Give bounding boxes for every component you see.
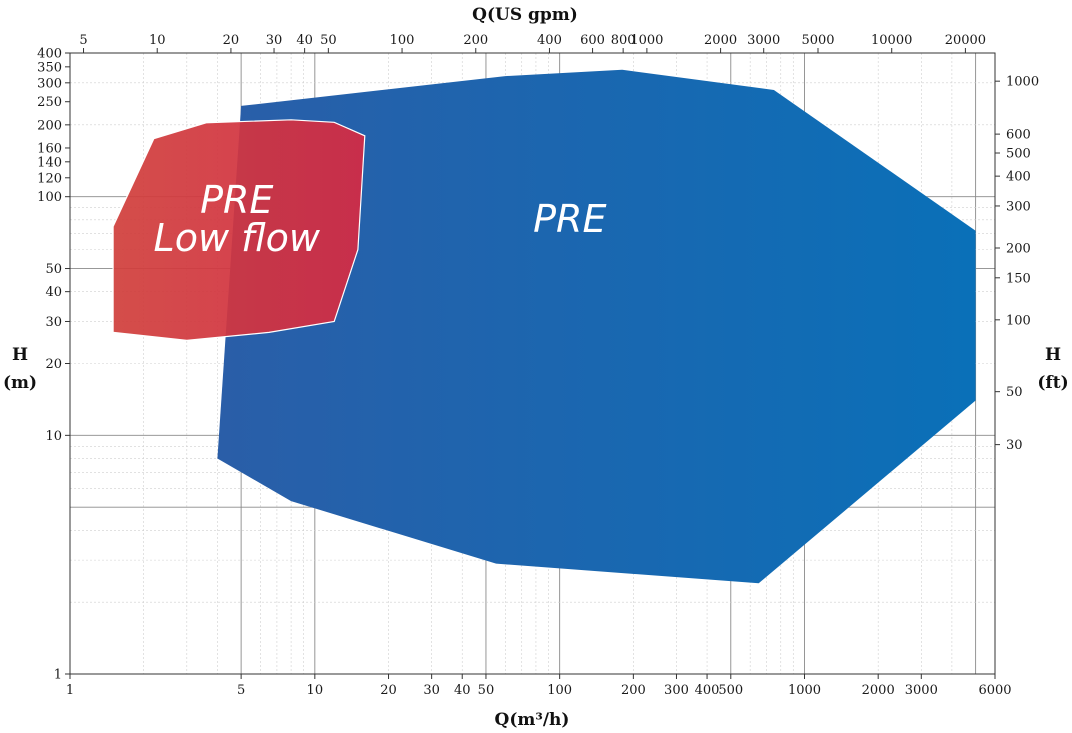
y-tick-label: 350 bbox=[37, 60, 62, 75]
x2-tick-label: 2000 bbox=[704, 33, 737, 48]
x2-tick-label: 600 bbox=[580, 33, 605, 48]
x-tick-label: 300 bbox=[664, 683, 689, 698]
x2-tick-label: 5000 bbox=[801, 33, 834, 48]
x-tick-label: 400 bbox=[695, 683, 720, 698]
x-tick-label: 1 bbox=[66, 683, 74, 698]
x-tick-label: 10 bbox=[307, 683, 324, 698]
x2-tick-label: 30 bbox=[266, 33, 283, 48]
x-tick-label: 100 bbox=[547, 683, 572, 698]
y2-tick-label: 30 bbox=[1006, 438, 1023, 453]
x2-tick-label: 800 bbox=[611, 33, 636, 48]
x-axis-title: Q(m³/h) bbox=[495, 710, 570, 730]
x2-tick-label: 1000 bbox=[630, 33, 663, 48]
pre-low-flow-region bbox=[112, 119, 366, 342]
x2-tick-label: 20 bbox=[223, 33, 240, 48]
x-tick-label: 40 bbox=[454, 683, 471, 698]
y2-axis-title-line1: H bbox=[1045, 345, 1061, 365]
x-tick-label: 200 bbox=[621, 683, 646, 698]
y2-tick-label: 500 bbox=[1006, 147, 1031, 162]
x2-tick-label: 100 bbox=[390, 33, 415, 48]
x-tick-label: 50 bbox=[478, 683, 495, 698]
x-tick-label: 500 bbox=[718, 683, 743, 698]
x2-tick-label: 200 bbox=[463, 33, 488, 48]
x-tick-label: 20 bbox=[380, 683, 397, 698]
y-tick-label: 10 bbox=[45, 429, 62, 444]
y-tick-label: 300 bbox=[37, 76, 62, 91]
pre-low-flow-label-line: Low flow bbox=[154, 216, 321, 260]
y-tick-label: 50 bbox=[45, 262, 62, 277]
y-tick-label: 20 bbox=[45, 357, 62, 372]
x2-tick-label: 10 bbox=[149, 33, 166, 48]
y2-tick-label: 300 bbox=[1006, 199, 1031, 214]
y2-axis-title-line2: (ft) bbox=[1037, 373, 1068, 393]
y2-tick-label: 100 bbox=[1006, 313, 1031, 328]
x2-tick-label: 50 bbox=[320, 33, 337, 48]
y-axis-title-line1: H bbox=[12, 345, 28, 365]
x-tick-label: 1000 bbox=[788, 683, 821, 698]
y-tick-label: 400 bbox=[37, 47, 62, 62]
y-tick-label: 200 bbox=[37, 118, 62, 133]
y2-tick-label: 200 bbox=[1006, 241, 1031, 256]
y-tick-label: 160 bbox=[37, 141, 62, 156]
x2-tick-label: 3000 bbox=[747, 33, 780, 48]
x-tick-label: 6000 bbox=[978, 683, 1011, 698]
pre-region-label: PRE bbox=[533, 197, 606, 241]
x2-tick-label: 40 bbox=[296, 33, 313, 48]
y2-tick-label: 150 bbox=[1006, 271, 1031, 286]
x-tick-label: 3000 bbox=[905, 683, 938, 698]
plot-frame bbox=[69, 52, 996, 675]
x2-tick-label: 5 bbox=[79, 33, 87, 48]
y-tick-label: 100 bbox=[37, 190, 62, 205]
y-tick-label: 1 bbox=[54, 668, 62, 683]
y2-tick-label: 1000 bbox=[1006, 75, 1039, 90]
y-tick-label: 30 bbox=[45, 315, 62, 330]
x-tick-label: 30 bbox=[423, 683, 440, 698]
y2-tick-label: 50 bbox=[1006, 385, 1023, 400]
y-tick-label: 40 bbox=[45, 285, 62, 300]
y2-tick-label: 400 bbox=[1006, 170, 1031, 185]
x-tick-label: 2000 bbox=[862, 683, 895, 698]
pre-low-flow-label-line: PRE bbox=[200, 178, 273, 222]
x2-tick-label: 400 bbox=[537, 33, 562, 48]
y-tick-label: 140 bbox=[37, 155, 62, 170]
y2-tick-label: 600 bbox=[1006, 128, 1031, 143]
x2-axis-title: Q(US gpm) bbox=[472, 5, 578, 25]
pre-region bbox=[217, 69, 976, 584]
x-tick-label: 5 bbox=[237, 683, 245, 698]
y-tick-label: 250 bbox=[37, 95, 62, 110]
y-axis-title-line2: (m) bbox=[3, 373, 37, 393]
x2-tick-label: 10000 bbox=[871, 33, 912, 48]
x2-tick-label: 20000 bbox=[945, 33, 986, 48]
y-tick-label: 120 bbox=[37, 171, 62, 186]
